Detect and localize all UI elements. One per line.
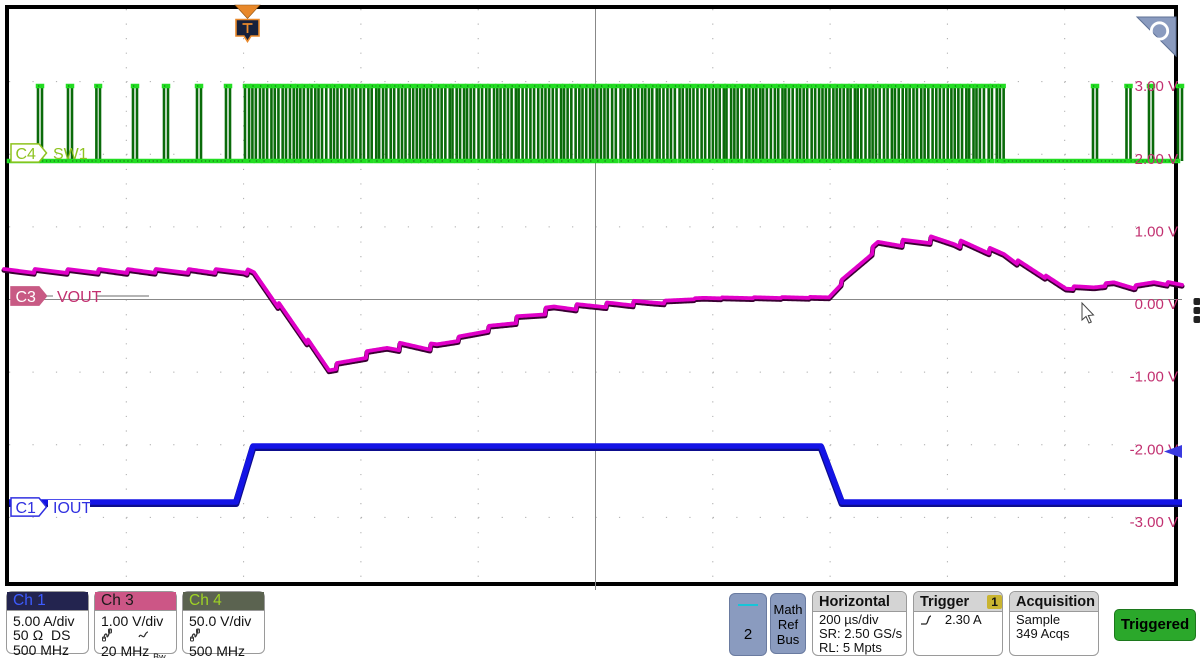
svg-text:-1.00 V: -1.00 V [1130, 369, 1178, 386]
svg-text:C4: C4 [16, 146, 37, 163]
svg-text:C1: C1 [16, 500, 37, 517]
svg-text:2.00 V: 2.00 V [1135, 151, 1178, 168]
svg-text:C3: C3 [16, 289, 37, 306]
svg-text:SW1: SW1 [53, 146, 88, 163]
svg-text:1.00 V: 1.00 V [1135, 223, 1178, 240]
svg-text:0.00 V: 0.00 V [1135, 296, 1178, 313]
svg-text:-3.00 V: -3.00 V [1130, 514, 1178, 531]
svg-text:IOUT: IOUT [53, 500, 91, 517]
svg-text:VOUT: VOUT [57, 289, 102, 306]
svg-text:3.00 V: 3.00 V [1135, 78, 1178, 95]
